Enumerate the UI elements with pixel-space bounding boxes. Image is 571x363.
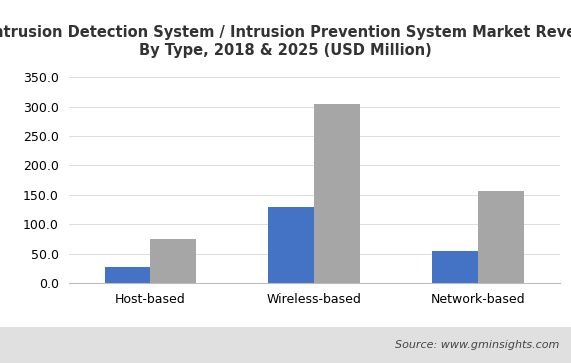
- Legend: 2018, 2025: 2018, 2025: [247, 350, 381, 363]
- Text: Source: www.gminsights.com: Source: www.gminsights.com: [395, 340, 560, 350]
- Bar: [268, 207, 314, 283]
- Text: UK Intrusion Detection System / Intrusion Prevention System Market Revenue,
By T: UK Intrusion Detection System / Intrusio…: [0, 25, 571, 58]
- Bar: [314, 103, 360, 283]
- Bar: [478, 191, 524, 283]
- Bar: [150, 239, 196, 283]
- Bar: [104, 267, 150, 283]
- Bar: [432, 251, 478, 283]
